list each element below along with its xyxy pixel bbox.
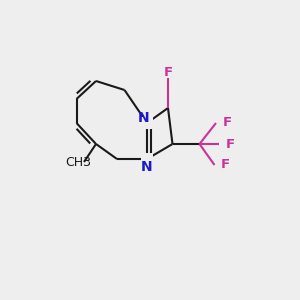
Text: F: F — [164, 66, 172, 79]
Text: F: F — [223, 116, 232, 130]
Text: F: F — [226, 137, 235, 151]
Text: N: N — [141, 160, 153, 173]
Text: F: F — [221, 158, 230, 172]
Bar — [141, 153, 153, 165]
Text: CH3: CH3 — [66, 155, 92, 169]
Bar — [141, 117, 153, 129]
Text: N: N — [138, 111, 150, 124]
